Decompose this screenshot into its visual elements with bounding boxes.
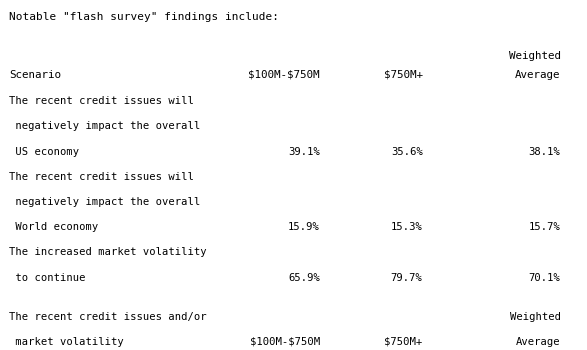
- Text: $100M-$750M: $100M-$750M: [248, 70, 320, 80]
- Text: The increased market volatility: The increased market volatility: [9, 247, 207, 257]
- Text: The recent credit issues will: The recent credit issues will: [9, 172, 194, 182]
- Text: negatively impact the overall: negatively impact the overall: [9, 197, 200, 207]
- Text: World economy: World economy: [9, 222, 98, 232]
- Text: Average: Average: [516, 337, 561, 347]
- Text: Weighted: Weighted: [508, 51, 561, 61]
- Text: 15.7%: 15.7%: [529, 222, 561, 232]
- Text: The recent credit issues and/or: The recent credit issues and/or: [9, 312, 207, 322]
- Text: 15.3%: 15.3%: [391, 222, 423, 232]
- Text: Weighted: Weighted: [510, 312, 561, 322]
- Text: US economy: US economy: [9, 147, 79, 156]
- Text: to continue: to continue: [9, 273, 85, 282]
- Text: 38.1%: 38.1%: [529, 147, 561, 156]
- Text: 79.7%: 79.7%: [391, 273, 423, 282]
- Text: 15.9%: 15.9%: [288, 222, 320, 232]
- Text: $750M+: $750M+: [384, 337, 423, 347]
- Text: Scenario: Scenario: [9, 70, 61, 80]
- Text: 65.9%: 65.9%: [288, 273, 320, 282]
- Text: 39.1%: 39.1%: [288, 147, 320, 156]
- Text: market volatility: market volatility: [9, 337, 123, 347]
- Text: 35.6%: 35.6%: [391, 147, 423, 156]
- Text: The recent credit issues will: The recent credit issues will: [9, 96, 194, 106]
- Text: Notable "flash survey" findings include:: Notable "flash survey" findings include:: [9, 12, 279, 22]
- Text: Average: Average: [515, 70, 561, 80]
- Text: $100M-$750M: $100M-$750M: [250, 337, 320, 347]
- Text: 70.1%: 70.1%: [529, 273, 561, 282]
- Text: $750M+: $750M+: [384, 70, 423, 80]
- Text: negatively impact the overall: negatively impact the overall: [9, 121, 200, 131]
